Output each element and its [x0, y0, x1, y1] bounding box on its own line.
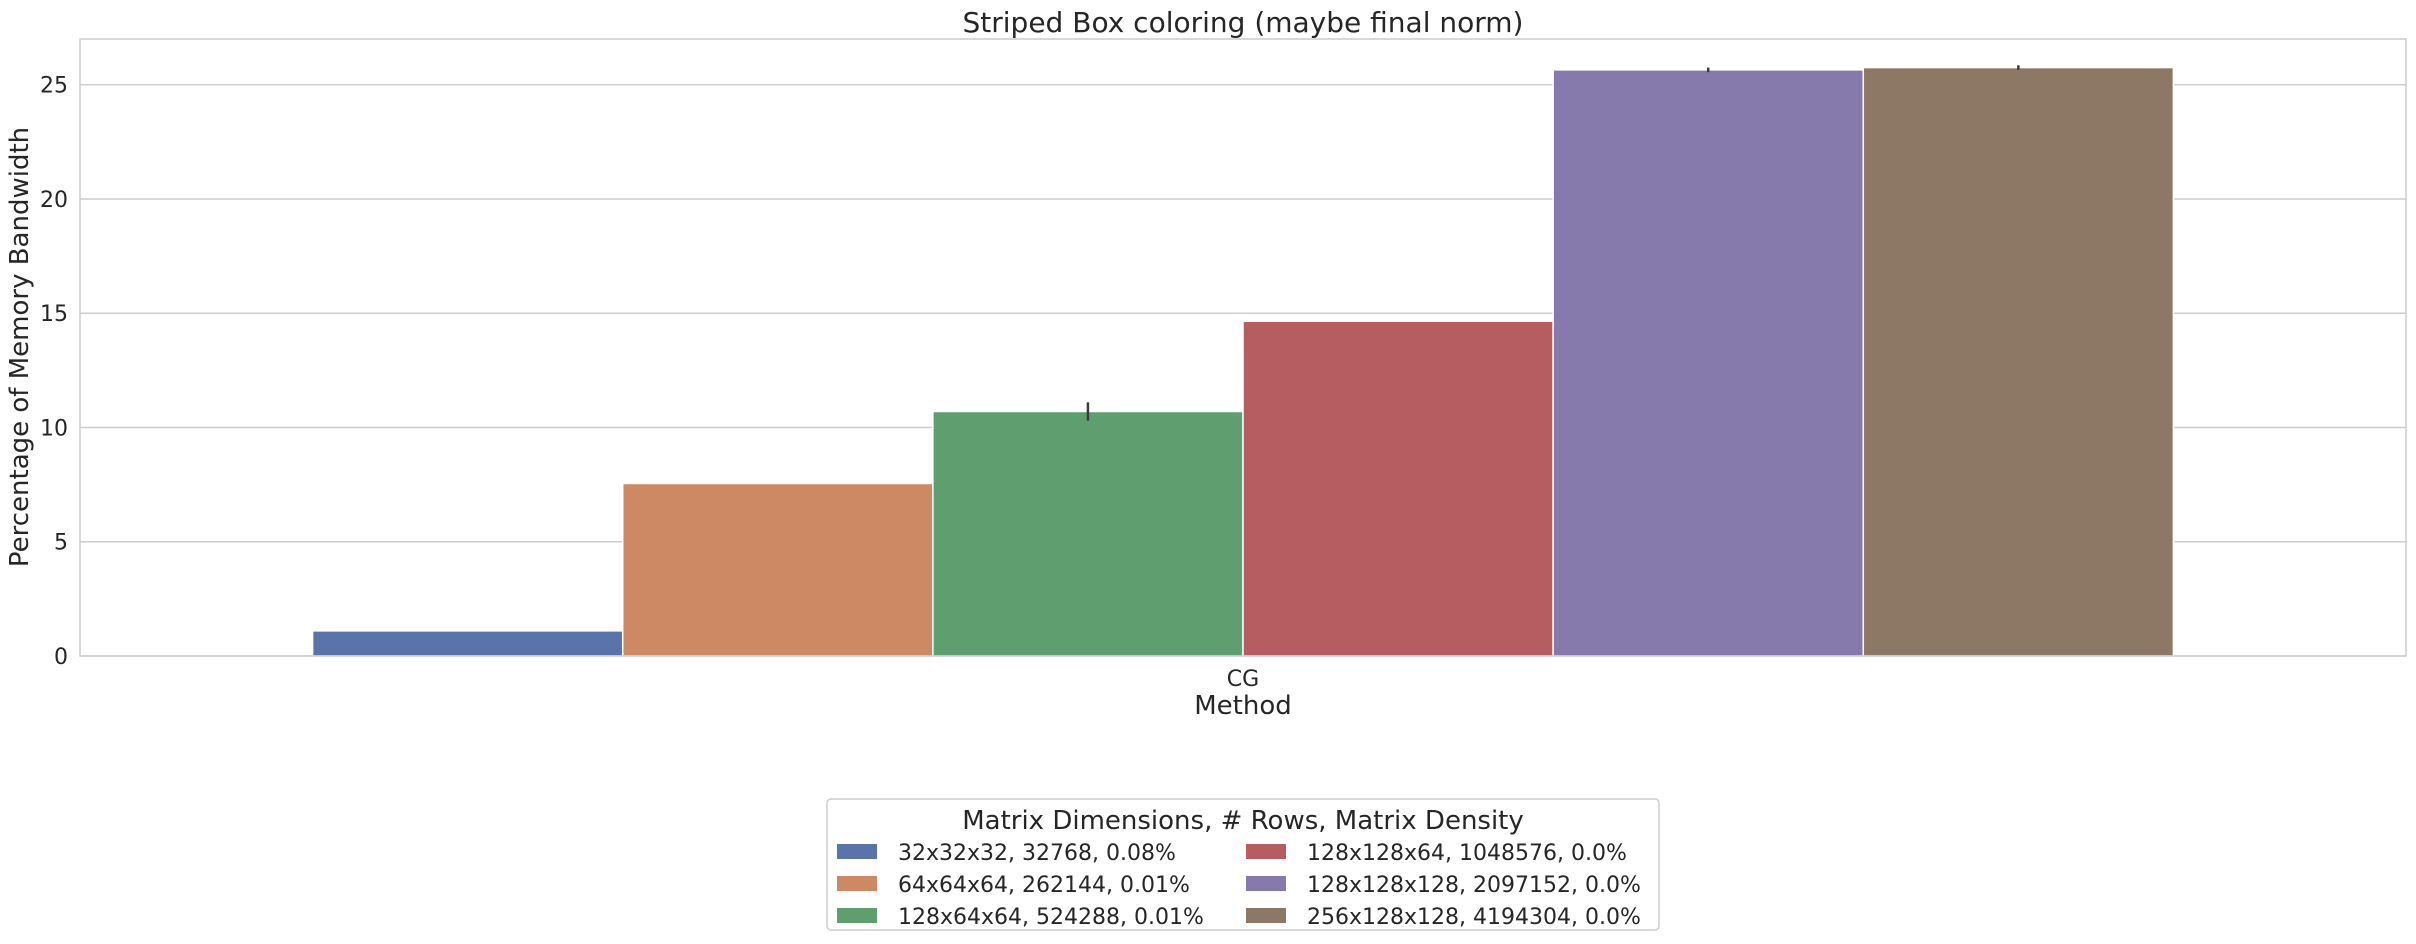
y-tick-20: 20	[40, 188, 68, 213]
legend-frame	[826, 798, 1660, 931]
legend-items: 32x32x32, 32768, 0.08% 64x64x64, 262144, …	[837, 841, 1641, 930]
error-bars	[1086, 65, 2020, 421]
legend-label-1: 64x64x64, 262144, 0.01%	[898, 873, 1190, 898]
bar-CG-series-3	[1242, 320, 1554, 657]
plot-frame	[79, 38, 2407, 657]
bar-CG-series-2	[932, 410, 1244, 657]
legend-swatch-5	[1246, 908, 1286, 923]
x-tick-CG: CG	[1227, 667, 1259, 692]
legend-swatch-1	[837, 876, 877, 891]
bar-CG-series-5	[1862, 66, 2175, 657]
legend-label-2: 128x64x64, 524288, 0.01%	[898, 905, 1204, 930]
x-tick-labels: CG	[1227, 667, 1259, 692]
y-tick-25: 25	[40, 74, 68, 99]
legend-swatch-2	[837, 908, 877, 923]
legend-swatch-0	[837, 844, 877, 859]
legend-title: Matrix Dimensions, # Rows, Matrix Densit…	[962, 806, 1524, 836]
chart-title: Striped Box coloring (maybe final norm)	[963, 6, 1524, 39]
x-axis-label: Method	[1194, 691, 1292, 721]
y-tick-10: 10	[40, 416, 68, 441]
legend-swatch-3	[1246, 844, 1286, 859]
bar-CG-series-4	[1552, 69, 1865, 657]
legend: Matrix Dimensions, # Rows, Matrix Densit…	[826, 798, 1660, 931]
y-tick-15: 15	[40, 302, 68, 327]
bar-CG-series-0	[311, 630, 624, 657]
y-tick-0: 0	[54, 645, 68, 670]
bars	[311, 66, 2175, 657]
legend-label-4: 128x128x128, 2097152, 0.0%	[1307, 873, 1641, 898]
bar-CG-series-1	[621, 482, 934, 657]
legend-label-3: 128x128x64, 1048576, 0.0%	[1307, 841, 1627, 866]
y-axis-label: Percentage of Memory Bandwidth	[5, 127, 35, 567]
y-tick-labels: 0 5 10 15 20 25	[40, 74, 68, 670]
legend-swatch-4	[1246, 876, 1286, 891]
y-tick-5: 5	[54, 531, 68, 556]
legend-label-0: 32x32x32, 32768, 0.08%	[898, 841, 1176, 866]
legend-label-5: 256x128x128, 4194304, 0.0%	[1307, 905, 1641, 930]
